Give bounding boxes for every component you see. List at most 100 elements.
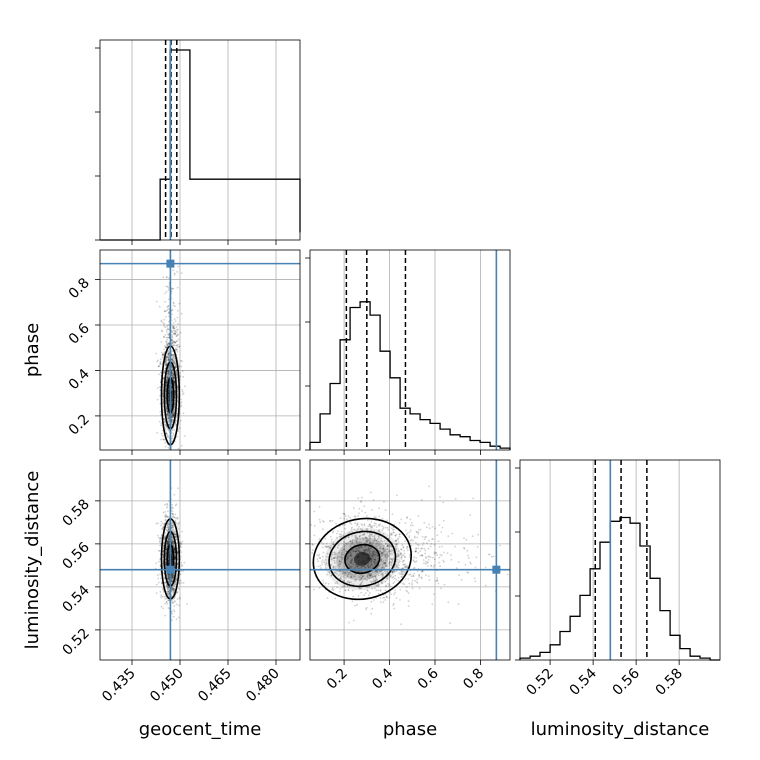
sample-point [168, 527, 170, 530]
sample-point [176, 516, 179, 519]
sample-point [172, 326, 174, 329]
sample-point [405, 589, 408, 592]
sample-point [166, 413, 168, 416]
sample-point [164, 345, 166, 347]
sample-point [320, 567, 322, 569]
sample-point [311, 543, 314, 546]
sample-point [393, 593, 395, 596]
sample-point [423, 521, 426, 524]
sample-point [163, 336, 165, 339]
sample-point [173, 525, 175, 528]
sample-point [349, 516, 351, 519]
sample-point [174, 349, 177, 351]
sample-point [163, 352, 166, 355]
sample-point [173, 361, 176, 363]
sample-point [175, 348, 178, 351]
sample-point [339, 587, 342, 590]
sample-point [163, 348, 165, 351]
sample-point [181, 540, 184, 543]
sample-point [433, 558, 436, 561]
sample-point [385, 595, 388, 598]
sample-point [418, 587, 421, 590]
sample-point [177, 338, 180, 341]
sample-point [173, 273, 176, 276]
sample-point [180, 542, 183, 545]
sample-point [165, 558, 167, 561]
sample-point [174, 513, 177, 516]
sample-point [415, 547, 418, 550]
sample-point [179, 579, 182, 582]
sample-point [373, 522, 376, 525]
sample-point [167, 287, 170, 289]
sample-point [167, 414, 170, 416]
panel-luminosity-distance-hist: 0.52 0.54 0.56 0.58 [515, 459, 721, 699]
sample-point [392, 604, 395, 606]
sample-point [430, 543, 433, 545]
sample-point [465, 538, 468, 541]
sample-point [411, 587, 414, 590]
sample-point [181, 389, 184, 391]
sample-point [170, 588, 173, 591]
sample-point [160, 596, 163, 599]
sample-point [179, 545, 182, 548]
sample-point [420, 577, 423, 580]
sample-point [436, 534, 439, 537]
sample-point [164, 428, 167, 430]
sample-point [400, 558, 403, 560]
sample-point [370, 520, 373, 523]
sample-point [160, 329, 163, 332]
sample-point [175, 372, 178, 375]
sample-point [162, 390, 164, 393]
sample-point [180, 312, 183, 315]
sample-point [160, 422, 163, 425]
sample-point [405, 586, 408, 588]
sample-point [164, 363, 167, 365]
sample-point [164, 513, 167, 516]
sample-point [165, 407, 168, 409]
sample-point [174, 550, 176, 553]
sample-point [167, 372, 170, 375]
sample-point [173, 377, 175, 380]
sample-point [172, 526, 175, 529]
sample-point [160, 594, 163, 597]
sample-point [393, 528, 395, 531]
sample-point [383, 500, 385, 503]
sample-point [403, 559, 405, 562]
sample-point [171, 334, 173, 336]
sample-point [158, 538, 161, 540]
sample-point [411, 582, 413, 584]
sample-point [378, 507, 380, 510]
sample-point [182, 582, 185, 584]
sample-point [166, 603, 169, 605]
sample-point [418, 528, 420, 531]
sample-point [162, 276, 165, 279]
sample-point [171, 522, 174, 525]
sample-point [172, 304, 175, 307]
sample-point [174, 583, 177, 586]
sample-point [172, 327, 175, 329]
sample-point [166, 434, 169, 437]
sample-point [171, 414, 174, 416]
xlabel-geocent-time: geocent_time [139, 719, 262, 740]
sample-point [165, 360, 168, 363]
sample-point [419, 528, 422, 531]
sample-point [416, 536, 418, 539]
sample-point [164, 562, 167, 565]
sample-point [317, 560, 319, 563]
sample-point [174, 341, 177, 344]
sample-point [172, 376, 174, 379]
sample-point [439, 565, 442, 568]
sample-point [170, 414, 173, 417]
sample-point [165, 357, 168, 360]
sample-point [172, 591, 175, 594]
sample-point [412, 574, 415, 577]
sample-point [411, 524, 414, 527]
sample-point [313, 588, 315, 591]
sample-point [163, 577, 166, 579]
sample-point [404, 556, 407, 559]
sample-point [159, 573, 161, 576]
sample-point [166, 540, 169, 543]
sample-point [165, 516, 168, 518]
sample-point [165, 359, 168, 362]
sample-point [168, 342, 170, 344]
